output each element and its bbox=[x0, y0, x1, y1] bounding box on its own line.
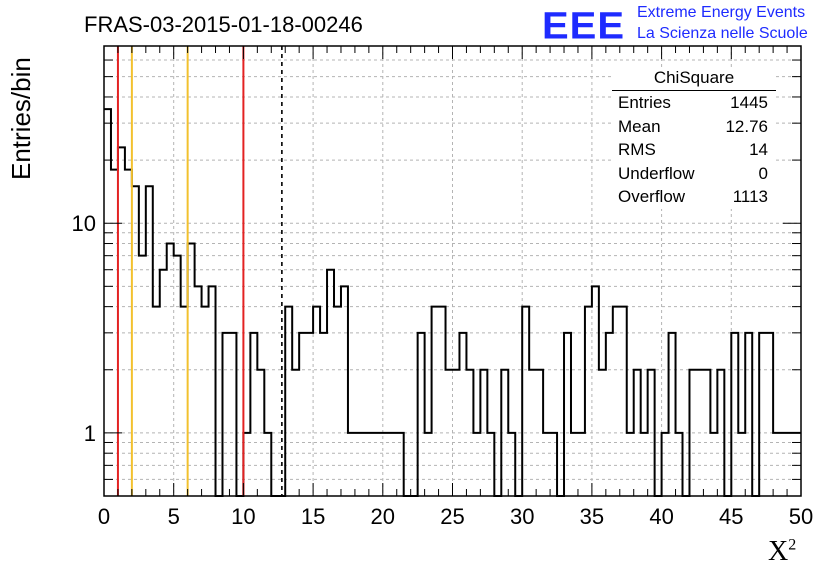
x-tick-label: 0 bbox=[98, 504, 110, 529]
stats-value: 1113 bbox=[732, 187, 768, 206]
histogram-step-line bbox=[104, 108, 801, 497]
logo-subtitle-1: Extreme Energy Events bbox=[637, 4, 806, 21]
stats-row-overflow: Overflow 1113 bbox=[612, 185, 776, 209]
stats-box: ChiSquare Entries 1445 Mean 12.76 RMS 14… bbox=[612, 68, 776, 209]
eee-logo: EEE bbox=[542, 5, 626, 47]
stats-value: 14 bbox=[749, 140, 768, 159]
chart-title: FRAS-03-2015-01-18-00246 bbox=[84, 12, 363, 37]
x-tick-label: 40 bbox=[649, 504, 673, 529]
stats-row-entries: Entries 1445 bbox=[612, 91, 776, 115]
stats-label: Entries bbox=[618, 93, 671, 112]
stats-value: 12.76 bbox=[725, 116, 768, 136]
stats-value: 1445 bbox=[730, 93, 768, 112]
x-axis-label: X2 bbox=[768, 536, 797, 567]
stats-row-mean: Mean 12.76 bbox=[612, 115, 776, 139]
x-tick-label: 20 bbox=[371, 504, 395, 529]
axes: 0 5 10 15 20 25 30 35 40 45 50 1 10 bbox=[72, 45, 813, 529]
logo-subtitle-2: La Scienza nelle Scuole bbox=[637, 25, 808, 42]
reference-lines bbox=[116, 46, 283, 496]
stats-label: Mean bbox=[618, 116, 661, 136]
stats-row-underflow: Underflow 0 bbox=[612, 162, 776, 186]
y-axis-label: Entries/bin bbox=[6, 57, 36, 180]
x-tick-label: 10 bbox=[231, 504, 255, 529]
y-tick-label: 10 bbox=[72, 211, 96, 236]
stats-label: Overflow bbox=[618, 187, 686, 206]
histogram-layer bbox=[104, 108, 801, 497]
x-tick-label: 50 bbox=[789, 504, 813, 529]
x-tick-label: 45 bbox=[719, 504, 743, 529]
stats-label: RMS bbox=[618, 140, 656, 159]
stats-title: ChiSquare bbox=[612, 68, 776, 91]
x-tick-label: 35 bbox=[580, 504, 604, 529]
stats-label: Underflow bbox=[618, 163, 695, 183]
x-tick-label: 25 bbox=[440, 504, 464, 529]
y-tick-label: 1 bbox=[84, 421, 96, 446]
x-tick-label: 30 bbox=[510, 504, 534, 529]
x-tick-label: 5 bbox=[168, 504, 180, 529]
stats-row-rms: RMS 14 bbox=[612, 138, 776, 162]
stats-value: 0 bbox=[758, 163, 768, 183]
x-tick-label: 15 bbox=[301, 504, 325, 529]
